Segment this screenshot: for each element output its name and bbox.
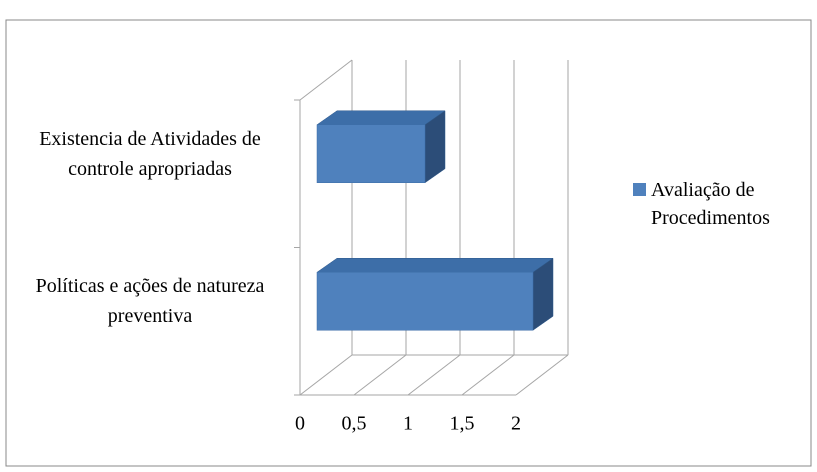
y-tick-label: Existencia de Atividades de controle apr… [39, 127, 261, 180]
bar-front [316, 272, 534, 331]
x-tick-label: 2 [511, 413, 521, 435]
bar-front [316, 124, 426, 183]
grid-line [461, 354, 515, 396]
x-tick-label: 1,5 [450, 413, 475, 435]
x-tick-label: 0 [295, 413, 305, 435]
x-tick-label: 0,5 [342, 413, 367, 435]
bar [316, 257, 554, 331]
grid-line [515, 354, 569, 396]
chart-frame [5, 19, 812, 467]
grid-line [407, 354, 461, 396]
legend-swatch [633, 183, 646, 196]
grid-line [299, 354, 353, 396]
grid-line [353, 354, 407, 396]
bar-top [316, 110, 446, 125]
bar [316, 110, 446, 184]
y-tick-label: Políticas e ações de natureza preventiva [35, 275, 265, 328]
legend-label: Avaliação de Procedimentos [651, 179, 770, 229]
left-wall-top [299, 59, 353, 101]
x-tick-label: 1 [403, 413, 413, 435]
bar-top [316, 258, 554, 273]
